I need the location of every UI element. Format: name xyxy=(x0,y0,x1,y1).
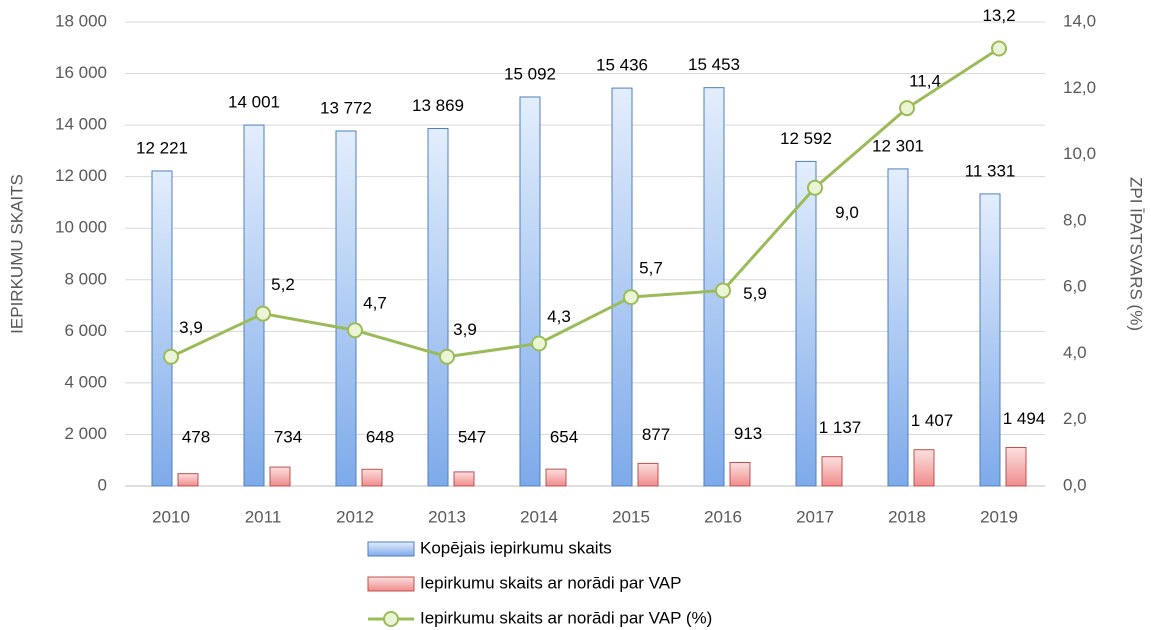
line-point xyxy=(991,40,1007,57)
y-tick-label: 18 000 xyxy=(55,11,107,30)
data-label: 5,7 xyxy=(639,259,663,278)
x-tick-label: 2010 xyxy=(152,507,190,526)
y2-tick-label: 14,0 xyxy=(1063,11,1096,30)
bar xyxy=(269,466,291,487)
bar xyxy=(243,124,265,487)
x-tick-label: 2016 xyxy=(704,507,742,526)
bar xyxy=(519,96,541,487)
line-point xyxy=(899,100,915,117)
bar xyxy=(427,127,449,487)
line xyxy=(170,47,1000,359)
y-axis-label: IEPIRKUMU SKAITS xyxy=(7,174,26,334)
data-label: 654 xyxy=(550,427,578,446)
y2-tick-label: 10,0 xyxy=(1063,144,1096,163)
data-label: 5,9 xyxy=(743,284,767,303)
data-label: 4,3 xyxy=(547,307,571,326)
data-label: 877 xyxy=(642,425,670,444)
y2-tick-label: 4,0 xyxy=(1063,343,1087,362)
y-tick-label: 10 000 xyxy=(55,218,107,237)
y-tick-label: 12 000 xyxy=(55,166,107,185)
bar xyxy=(361,468,383,487)
x-tick-label: 2014 xyxy=(520,507,558,526)
bar xyxy=(729,461,751,487)
x-tick-label: 2012 xyxy=(336,507,374,526)
x-tick-label: 2013 xyxy=(428,507,466,526)
data-label: 9,0 xyxy=(835,203,859,222)
bar xyxy=(979,193,1001,487)
y2-tick-label: 0,0 xyxy=(1063,475,1087,494)
bar xyxy=(821,456,843,487)
y2-tick-label: 2,0 xyxy=(1063,409,1087,428)
y-tick-label: 6 000 xyxy=(64,321,107,340)
legend-marker xyxy=(367,541,415,557)
line-point xyxy=(807,179,823,196)
line-point xyxy=(623,289,639,306)
data-label: 15 436 xyxy=(596,56,648,75)
y2-axis-label: ZPI ĪPATSVARS (%) xyxy=(1127,177,1146,331)
y-tick-label: 8 000 xyxy=(64,269,107,288)
line-point xyxy=(531,335,547,352)
data-label: 13 869 xyxy=(412,96,464,115)
data-label: 13,2 xyxy=(982,6,1015,25)
bar xyxy=(913,449,935,487)
data-label: 547 xyxy=(458,427,486,446)
data-label: 11,4 xyxy=(909,72,941,91)
legend-marker xyxy=(367,576,415,592)
data-label: 3,9 xyxy=(179,318,203,337)
x-tick-label: 2017 xyxy=(796,507,834,526)
data-label: 5,2 xyxy=(271,275,295,294)
bar xyxy=(795,160,817,487)
line-point xyxy=(255,305,271,322)
y-tick-label: 16 000 xyxy=(55,63,107,82)
data-label: 1 494 xyxy=(1003,409,1046,428)
data-label: 15 092 xyxy=(504,64,556,83)
line-point xyxy=(439,348,455,365)
data-label: 12 221 xyxy=(136,138,188,157)
y-tick-label: 4 000 xyxy=(64,372,107,391)
bar xyxy=(177,473,199,487)
data-label: 478 xyxy=(182,427,210,446)
data-label: 15 453 xyxy=(688,55,740,74)
legend-label: Kopējais iepirkumu skaits xyxy=(420,538,612,557)
data-label: 12 301 xyxy=(872,136,924,155)
bar xyxy=(611,87,633,487)
data-label: 14 001 xyxy=(228,93,280,112)
y2-tick-label: 8,0 xyxy=(1063,210,1087,229)
y2-tick-label: 6,0 xyxy=(1063,277,1087,296)
data-label: 4,7 xyxy=(363,294,387,313)
y-tick-label: 2 000 xyxy=(64,424,107,443)
x-tick-label: 2019 xyxy=(980,507,1018,526)
data-label: 1 407 xyxy=(911,411,954,430)
legend-marker xyxy=(383,611,399,627)
data-label: 734 xyxy=(274,427,302,446)
line-point xyxy=(715,282,731,299)
legend-label: Iepirkumu skaits ar norādi par VAP xyxy=(420,573,681,592)
legend-label: Iepirkumu skaits ar norādi par VAP (%) xyxy=(420,608,712,627)
x-tick-label: 2015 xyxy=(612,507,650,526)
data-label: 11 331 xyxy=(965,161,1016,180)
bar xyxy=(887,168,909,487)
data-label: 13 772 xyxy=(320,98,372,117)
x-tick-label: 2011 xyxy=(245,507,282,526)
y2-tick-label: 12,0 xyxy=(1063,78,1096,97)
y-tick-label: 14 000 xyxy=(55,115,107,134)
bar xyxy=(545,468,567,487)
data-label: 1 137 xyxy=(819,418,862,437)
line-point xyxy=(347,322,363,339)
x-tick-label: 2018 xyxy=(888,507,926,526)
bar xyxy=(1005,446,1027,487)
y-tick-label: 0 xyxy=(98,475,107,494)
bar xyxy=(637,462,659,487)
data-label: 12 592 xyxy=(780,129,832,148)
line-point xyxy=(163,348,179,365)
bar xyxy=(335,130,357,487)
data-label: 648 xyxy=(366,427,394,446)
data-label: 913 xyxy=(734,424,762,443)
data-label: 3,9 xyxy=(453,320,477,339)
bar xyxy=(151,170,173,487)
bar xyxy=(453,471,475,487)
